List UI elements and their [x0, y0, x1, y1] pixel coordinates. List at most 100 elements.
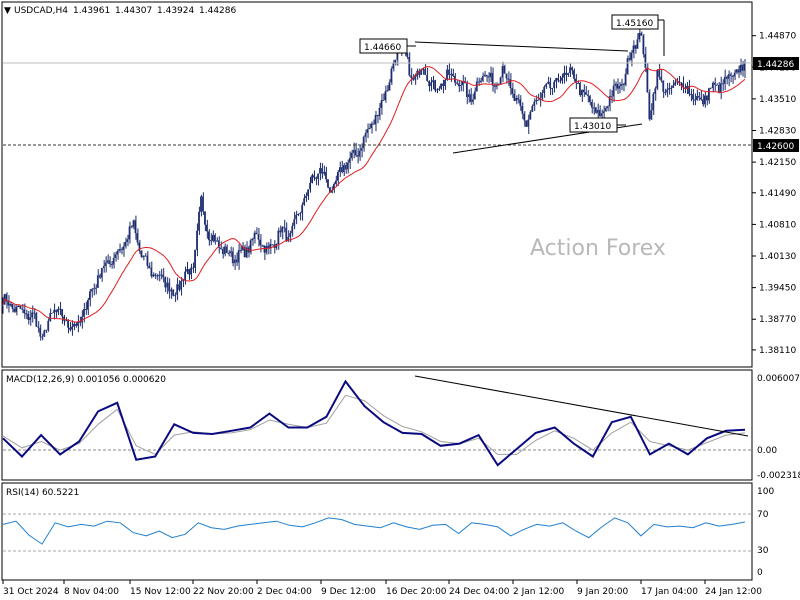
- candle[interactable]: [473, 87, 476, 100]
- candle[interactable]: [406, 52, 409, 60]
- candle[interactable]: [208, 229, 210, 246]
- candle[interactable]: [120, 247, 123, 255]
- candle[interactable]: [356, 148, 359, 164]
- candle[interactable]: [561, 73, 563, 84]
- macd-chart[interactable]: [2, 379, 746, 467]
- candle[interactable]: [174, 292, 177, 302]
- candle[interactable]: [579, 81, 581, 97]
- candle[interactable]: [170, 287, 173, 299]
- candle[interactable]: [297, 213, 300, 217]
- candle[interactable]: [432, 75, 435, 90]
- candle[interactable]: [360, 143, 363, 158]
- candle[interactable]: [715, 83, 718, 86]
- candle[interactable]: [481, 72, 484, 83]
- candle[interactable]: [374, 110, 377, 132]
- candle[interactable]: [100, 267, 103, 282]
- candle[interactable]: [160, 268, 163, 280]
- candle[interactable]: [215, 237, 218, 242]
- candle[interactable]: [196, 223, 198, 257]
- candle[interactable]: [501, 61, 504, 83]
- candle[interactable]: [489, 66, 492, 83]
- candle[interactable]: [533, 98, 536, 111]
- candle[interactable]: [444, 78, 446, 90]
- candle[interactable]: [237, 243, 240, 270]
- candle[interactable]: [410, 68, 413, 85]
- candle[interactable]: [172, 289, 175, 297]
- candle[interactable]: [666, 82, 669, 98]
- candle[interactable]: [452, 68, 454, 77]
- candle[interactable]: [231, 247, 234, 267]
- candle[interactable]: [168, 278, 171, 299]
- annotation-3[interactable]: 1.45160: [611, 14, 665, 56]
- candle[interactable]: [485, 74, 488, 83]
- candle[interactable]: [190, 263, 192, 280]
- candle[interactable]: [515, 95, 518, 105]
- candle[interactable]: [543, 85, 546, 98]
- annotation-2[interactable]: 1.43010: [569, 117, 626, 133]
- candle[interactable]: [442, 79, 444, 94]
- candle[interactable]: [483, 70, 486, 77]
- candle[interactable]: [57, 306, 60, 316]
- candle[interactable]: [711, 81, 714, 93]
- candle[interactable]: [672, 79, 675, 88]
- candle[interactable]: [588, 94, 591, 106]
- candle[interactable]: [255, 227, 258, 235]
- candle[interactable]: [632, 40, 635, 59]
- candle[interactable]: [692, 88, 694, 106]
- candle[interactable]: [164, 276, 167, 293]
- candle[interactable]: [717, 82, 720, 94]
- candle[interactable]: [342, 162, 345, 177]
- candle[interactable]: [434, 79, 437, 93]
- candle[interactable]: [309, 176, 312, 193]
- candle[interactable]: [9, 301, 12, 307]
- candle[interactable]: [467, 89, 470, 103]
- candle[interactable]: [94, 284, 97, 295]
- candle[interactable]: [565, 65, 567, 82]
- upper-trendline[interactable]: [414, 41, 629, 52]
- menu-triangle-icon[interactable]: ▼: [4, 6, 11, 16]
- candle[interactable]: [233, 254, 236, 270]
- candle[interactable]: [47, 318, 50, 332]
- candle[interactable]: [525, 120, 528, 128]
- candle[interactable]: [132, 219, 135, 230]
- candle[interactable]: [743, 59, 746, 78]
- candle[interactable]: [116, 248, 119, 260]
- candle[interactable]: [513, 89, 516, 102]
- candle[interactable]: [321, 163, 323, 179]
- candle[interactable]: [511, 82, 514, 98]
- candle[interactable]: [422, 67, 425, 75]
- candle[interactable]: [152, 272, 155, 278]
- candle[interactable]: [61, 308, 64, 324]
- candle[interactable]: [499, 76, 502, 84]
- candle[interactable]: [102, 260, 105, 273]
- candle[interactable]: [158, 270, 161, 282]
- candle[interactable]: [156, 273, 159, 281]
- candle[interactable]: [729, 72, 732, 83]
- candle[interactable]: [249, 238, 252, 255]
- candle[interactable]: [59, 302, 62, 315]
- candle[interactable]: [503, 64, 506, 74]
- candle[interactable]: [704, 91, 706, 108]
- candle[interactable]: [696, 89, 698, 101]
- candle[interactable]: [69, 322, 71, 332]
- candle[interactable]: [459, 80, 462, 92]
- annotation-1[interactable]: 1.44660: [359, 38, 416, 54]
- macd-trendline[interactable]: [414, 375, 749, 437]
- candle[interactable]: [162, 268, 165, 283]
- candle[interactable]: [364, 129, 367, 143]
- candle[interactable]: [628, 51, 631, 62]
- candle[interactable]: [366, 123, 369, 138]
- candle[interactable]: [15, 304, 18, 316]
- candle[interactable]: [547, 76, 550, 85]
- candle[interactable]: [67, 319, 69, 334]
- candle[interactable]: [327, 179, 329, 189]
- candle[interactable]: [281, 226, 284, 240]
- candle[interactable]: [45, 329, 48, 334]
- candle[interactable]: [33, 308, 36, 320]
- candle[interactable]: [584, 85, 587, 96]
- candle[interactable]: [87, 297, 89, 315]
- candle[interactable]: [96, 269, 99, 289]
- candle[interactable]: [194, 249, 196, 274]
- candle[interactable]: [614, 81, 617, 91]
